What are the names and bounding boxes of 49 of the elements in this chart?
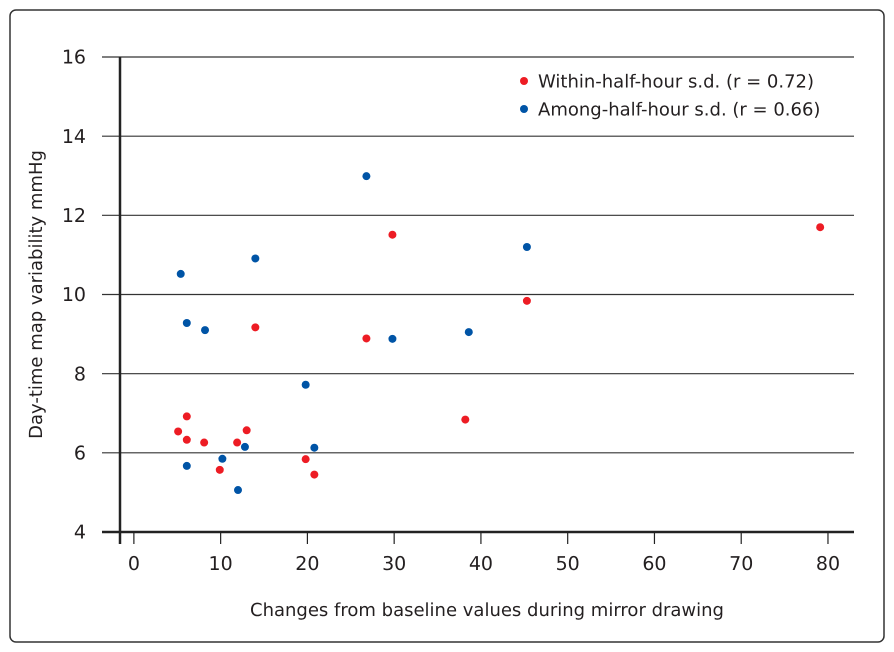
point [216, 466, 224, 474]
point [182, 436, 191, 444]
x-tick-label: 0 [128, 553, 140, 575]
point [522, 243, 531, 251]
point [251, 254, 260, 262]
point [200, 438, 208, 447]
point [182, 412, 191, 420]
legend-label: Within-half-hour s.d. (r = 0.72) [538, 71, 814, 92]
point [240, 442, 249, 451]
x-tick-label: 30 [382, 553, 406, 575]
x-tick-label: 80 [816, 553, 840, 575]
point [310, 444, 318, 452]
y-tick-label: 4 [74, 522, 86, 544]
point [234, 486, 242, 494]
y-tick-label: 6 [74, 442, 86, 464]
x-tick-label: 40 [468, 553, 494, 575]
point [242, 426, 251, 434]
point [302, 455, 310, 464]
point [310, 470, 318, 479]
point [174, 427, 182, 436]
legend-label: Among-half-hour s.d. (r = 0.66) [538, 99, 820, 120]
point [464, 328, 473, 336]
y-axis-title: Day-time map variability mmHg [26, 150, 47, 439]
x-tick-label: 50 [556, 553, 580, 575]
point [201, 326, 210, 334]
point [362, 172, 370, 180]
x-tick-label: 10 [208, 553, 233, 575]
y-tick-label: 14 [62, 126, 86, 148]
y-tick-label: 10 [62, 284, 86, 306]
x-tick-label: 20 [295, 553, 320, 575]
point [176, 270, 185, 278]
point [388, 334, 396, 343]
y-tick-label: 16 [62, 46, 86, 69]
point [302, 380, 310, 389]
point [461, 416, 470, 424]
point [218, 454, 226, 463]
point [182, 319, 191, 327]
point [816, 223, 824, 232]
point [362, 334, 370, 342]
point [251, 323, 260, 332]
point [522, 296, 531, 305]
x-tick-label: 70 [729, 553, 754, 575]
y-tick-label: 12 [62, 204, 86, 227]
x-tick-label: 60 [642, 553, 667, 575]
point [182, 462, 191, 470]
y-tick-label: 8 [74, 363, 86, 386]
point [388, 230, 396, 239]
point [233, 438, 242, 447]
x-axis-title: Changes from baseline values during mirror drawing [250, 600, 724, 621]
